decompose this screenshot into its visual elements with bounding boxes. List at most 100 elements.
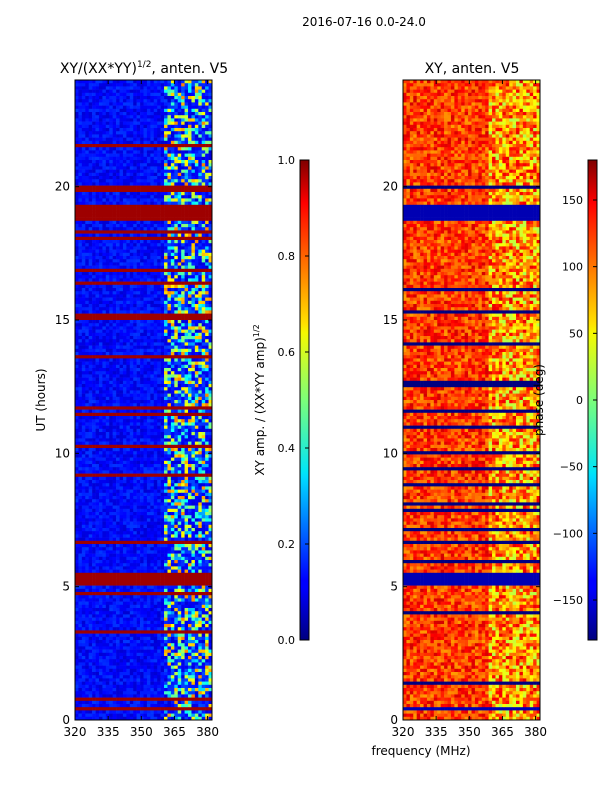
left-heatmap-cell: [98, 99, 103, 103]
left-heatmap-cell: [208, 444, 212, 449]
left-heatmap-cell: [181, 371, 185, 375]
left-heatmap-cell: [129, 262, 134, 266]
left-heatmap-cell: [78, 422, 83, 426]
left-heatmap-cell: [170, 236, 175, 241]
left-heatmap-cell: [136, 115, 141, 119]
left-heatmap-cell: [98, 233, 103, 238]
left-heatmap-cell: [177, 185, 182, 190]
left-heatmap-cell: [136, 336, 141, 340]
left-heatmap-cell: [157, 291, 161, 295]
left-heatmap-cell: [174, 185, 179, 190]
left-heatmap-cell: [98, 128, 103, 132]
left-heatmap-cell: [194, 163, 199, 167]
left-heatmap-cell: [170, 416, 175, 420]
left-heatmap-cell: [126, 92, 131, 97]
left-heatmap-cell: [208, 208, 212, 212]
left-heatmap-cell: [112, 89, 117, 94]
left-heatmap-cell: [75, 387, 79, 391]
left-heatmap-cell: [146, 316, 151, 321]
left-heatmap-cell: [116, 313, 120, 318]
left-heatmap-cell: [112, 470, 117, 474]
left-heatmap-cell: [157, 249, 161, 254]
left-heatmap-cell: [194, 435, 199, 439]
left-heatmap-cell: [184, 256, 189, 260]
left-heatmap-cell: [81, 252, 86, 257]
left-heatmap-cell: [174, 438, 179, 442]
left-heatmap-cell: [177, 236, 182, 241]
left-heatmap-cell: [75, 348, 79, 353]
left-heatmap-cell: [194, 246, 199, 250]
left-heatmap-cell: [129, 384, 134, 388]
left-heatmap-cell: [75, 140, 79, 145]
left-heatmap-cell: [92, 163, 96, 167]
left-heatmap-cell: [78, 227, 83, 231]
left-heatmap-cell: [157, 204, 161, 209]
left-heatmap-cell: [140, 153, 144, 158]
left-heatmap-cell: [177, 144, 182, 148]
left-heatmap-cell: [75, 259, 79, 263]
left-heatmap-cell: [112, 332, 117, 337]
left-heatmap-cell: [122, 329, 127, 334]
left-heatmap-cell: [92, 96, 96, 100]
left-heatmap-cell: [102, 342, 107, 346]
left-heatmap-cell: [129, 371, 134, 375]
left-heatmap-cell: [143, 281, 148, 286]
left-heatmap-cell: [133, 92, 137, 97]
left-heatmap-cell: [146, 476, 151, 481]
left-heatmap-cell: [98, 240, 103, 244]
left-heatmap-cell: [112, 400, 117, 404]
left-heatmap-cell: [116, 316, 120, 321]
left-heatmap-cell: [133, 361, 137, 366]
left-heatmap-cell: [174, 457, 179, 462]
left-heatmap-cell: [153, 435, 158, 439]
left-heatmap-cell: [153, 438, 158, 442]
left-heatmap-cell: [184, 140, 189, 145]
left-heatmap-cell: [78, 243, 83, 247]
left-heatmap-cell: [109, 361, 113, 366]
left-heatmap-cell: [136, 377, 141, 382]
left-heatmap-cell: [157, 400, 161, 404]
left-heatmap-cell: [167, 416, 172, 420]
left-heatmap-cell: [153, 396, 158, 401]
left-heatmap-cell: [112, 240, 117, 244]
left-heatmap-cell: [146, 160, 151, 164]
left-heatmap-cell: [191, 470, 196, 474]
left-heatmap-cell: [75, 291, 79, 295]
left-heatmap-cell: [109, 144, 113, 148]
left-heatmap-cell: [140, 460, 144, 465]
left-heatmap-cell: [146, 243, 151, 247]
left-heatmap-cell: [92, 86, 96, 90]
left-heatmap-cell: [160, 233, 165, 238]
left-heatmap-cell: [164, 278, 168, 282]
left-heatmap-cell: [88, 166, 93, 170]
left-heatmap-cell: [109, 291, 113, 295]
left-heatmap-cell: [105, 169, 110, 174]
left-heatmap-cell: [167, 240, 172, 244]
left-heatmap-cell: [181, 297, 185, 302]
left-heatmap-cell: [194, 176, 199, 180]
left-heatmap-cell: [98, 188, 103, 193]
left-heatmap-cell: [126, 144, 131, 148]
left-heatmap-cell: [126, 268, 131, 273]
left-heatmap-cell: [129, 240, 134, 244]
left-heatmap-cell: [102, 217, 107, 222]
left-heatmap-cell: [188, 236, 192, 241]
left-heatmap-cell: [85, 230, 89, 234]
left-heatmap-cell: [146, 176, 151, 180]
left-heatmap-cell: [105, 236, 110, 241]
left-heatmap-cell: [153, 179, 158, 183]
left-heatmap-cell: [191, 99, 196, 103]
left-heatmap-cell: [119, 185, 124, 190]
left-heatmap-cell: [153, 416, 158, 420]
left-heatmap-cell: [98, 195, 103, 199]
left-heatmap-cell: [129, 387, 134, 391]
left-heatmap-cell: [181, 265, 185, 270]
left-heatmap-cell: [105, 83, 110, 87]
left-heatmap-cell: [98, 454, 103, 458]
left-heatmap-cell: [102, 396, 107, 401]
left-heatmap-cell: [75, 403, 79, 407]
left-heatmap-cell: [105, 243, 110, 247]
left-heatmap-cell: [164, 204, 168, 209]
left-heatmap-cell: [85, 294, 89, 298]
left-heatmap-cell: [92, 281, 96, 286]
